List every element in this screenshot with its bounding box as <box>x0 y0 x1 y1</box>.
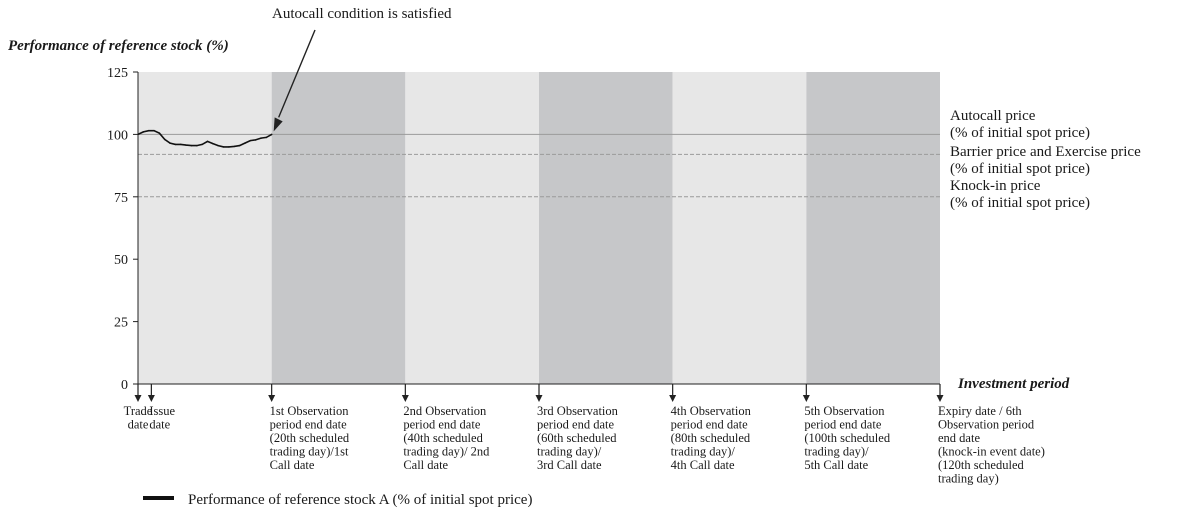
period-band-3 <box>405 72 539 384</box>
x-marker-arrow <box>147 395 155 402</box>
series-point <box>196 144 198 147</box>
y-tick-label: 125 <box>107 66 128 81</box>
y-tick-label: 25 <box>114 316 128 331</box>
x-marker-label: Issue date <box>149 404 175 432</box>
x-marker-label: 3rd Observation period end date (60th sche… <box>537 404 619 472</box>
x-marker-label: 2nd Observation period end date (40th sche… <box>403 404 490 472</box>
x-marker-arrow <box>936 395 944 402</box>
series-point <box>185 144 187 146</box>
series-point <box>260 137 262 139</box>
y-tick-label: 0 <box>121 378 128 393</box>
x-marker-arrow <box>802 395 810 402</box>
series-point <box>158 132 161 134</box>
x-marker-arrow <box>268 395 276 402</box>
series-point <box>201 143 203 146</box>
series-point <box>270 133 273 136</box>
period-band-4 <box>539 72 673 384</box>
series-layer <box>137 129 273 148</box>
series-point <box>249 139 252 142</box>
x-marker-arrow <box>535 395 543 402</box>
series-point <box>265 136 268 139</box>
series-point <box>206 140 209 143</box>
period-band-2 <box>271 72 406 384</box>
x-marker-label: 1st Observation period end date (20th sche… <box>270 404 350 472</box>
period-band-1 <box>138 72 272 384</box>
series-point <box>222 146 225 148</box>
series-point <box>244 142 246 144</box>
series-point <box>217 144 219 147</box>
series-point <box>238 144 241 147</box>
series-point <box>228 146 230 148</box>
annotation-arrow <box>273 29 316 132</box>
period-band-5 <box>672 72 807 384</box>
reference-label-barrier: Barrier price and Exercise price (% of in… <box>950 144 1141 177</box>
reference-label-autocall: Autocall price (% of initial spot price) <box>950 108 1090 141</box>
series-point <box>163 138 166 141</box>
period-band-6 <box>806 72 940 384</box>
legend-label: Performance of reference stock A (% of i… <box>188 492 532 508</box>
x-marker-label: Trade date <box>124 404 153 432</box>
x-marker-label: 5th Observation period end date (100th sch… <box>804 404 890 472</box>
reference-labels: Autocall price (% of initial spot price)B… <box>950 108 1141 211</box>
x-axis-title: Investment period <box>957 376 1070 392</box>
x-marker-arrow <box>134 395 142 402</box>
series-point <box>153 129 155 132</box>
series-point <box>190 144 193 147</box>
series-line-1 <box>137 129 273 148</box>
series-point <box>174 143 177 146</box>
y-ticks: 0 25 50 75 100 125 <box>107 66 138 393</box>
x-marker-arrow <box>401 395 409 402</box>
annotation-autocall: Autocall condition is satisfied <box>272 6 452 22</box>
y-axis-title: Performance of reference stock (%) <box>8 38 229 54</box>
series-point <box>179 143 182 146</box>
series-point <box>254 139 257 141</box>
y-tick-label: 75 <box>114 191 128 206</box>
series-point <box>212 142 214 145</box>
observation-period-bands <box>138 72 940 384</box>
annotation-arrow-line <box>278 29 316 118</box>
y-tick-label: 50 <box>114 253 128 268</box>
x-marker-label: Expiry date / 6th Observation period end d… <box>938 404 1045 486</box>
series-point <box>169 142 171 144</box>
y-tick-label: 100 <box>107 128 128 143</box>
series-point <box>233 145 236 148</box>
series-point <box>142 131 145 133</box>
series-point <box>147 129 150 132</box>
annotation-arrow-head <box>273 117 283 132</box>
reference-label-knockin: Knock-in price (% of initial spot price) <box>950 178 1090 211</box>
x-marker-arrow <box>669 395 677 402</box>
x-marker-label: 4th Observation period end date (80th sche… <box>671 404 752 472</box>
